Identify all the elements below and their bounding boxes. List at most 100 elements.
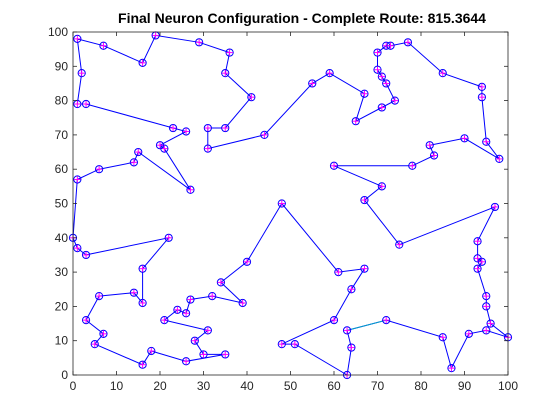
route-point xyxy=(81,250,91,260)
route-point xyxy=(95,165,104,174)
y-tick-label: 20 xyxy=(55,299,69,313)
x-tick-label: 70 xyxy=(371,379,385,393)
route-point xyxy=(360,264,369,273)
route-point xyxy=(164,233,173,242)
route-point xyxy=(477,257,486,266)
route-point xyxy=(182,309,191,318)
route-point xyxy=(334,268,343,277)
x-tick-label: 20 xyxy=(153,379,167,393)
route-point xyxy=(464,329,473,338)
route-point xyxy=(447,364,456,373)
route-point xyxy=(377,72,386,81)
route-point xyxy=(73,99,82,109)
route-point xyxy=(390,96,399,105)
route-point xyxy=(186,185,195,194)
x-tick-label: 60 xyxy=(327,379,341,393)
y-tick-label: 30 xyxy=(55,265,69,279)
route-point xyxy=(473,237,482,246)
route-point xyxy=(325,69,334,78)
route-point xyxy=(182,127,191,136)
route-point xyxy=(186,295,195,304)
route-point xyxy=(373,48,382,57)
route-point xyxy=(99,41,108,50)
x-tick-label: 50 xyxy=(284,379,298,393)
route-point xyxy=(73,34,82,43)
route-point xyxy=(342,326,352,335)
y-tick-label: 80 xyxy=(55,94,69,108)
route-point xyxy=(425,141,434,150)
route-point xyxy=(225,48,234,57)
x-tick-label: 30 xyxy=(197,379,211,393)
route-point xyxy=(382,79,391,88)
route-point xyxy=(477,82,486,91)
route-point xyxy=(73,243,82,253)
route-point xyxy=(329,161,339,170)
route-point xyxy=(429,151,439,160)
route-point xyxy=(347,285,356,294)
route-point xyxy=(482,326,491,335)
route-point xyxy=(95,292,104,301)
axes-box xyxy=(72,31,509,376)
route-point xyxy=(482,302,491,311)
route-point xyxy=(138,298,147,308)
route-point xyxy=(138,360,147,369)
route-point xyxy=(238,298,247,308)
route-point xyxy=(138,264,147,273)
route-point xyxy=(138,58,147,67)
route-point xyxy=(408,161,417,170)
route-point xyxy=(134,147,143,157)
x-tick-label: 40 xyxy=(240,379,254,393)
y-tick-label: 100 xyxy=(48,25,68,39)
route-line xyxy=(72,34,509,376)
y-tick-label: 60 xyxy=(55,162,69,176)
route-point xyxy=(386,41,395,50)
route-point xyxy=(168,123,178,133)
x-tick-label: 90 xyxy=(458,379,472,393)
route-point xyxy=(290,340,299,349)
route-point xyxy=(81,316,91,325)
route-point xyxy=(382,316,391,325)
route-point xyxy=(395,240,404,249)
route-point xyxy=(203,144,212,153)
route-point xyxy=(81,99,91,109)
route-point xyxy=(99,329,108,338)
route-point xyxy=(377,182,386,191)
route-point xyxy=(77,69,86,78)
route-point xyxy=(73,175,82,184)
route-point xyxy=(482,137,491,146)
route-point xyxy=(482,292,491,301)
route-point xyxy=(347,343,356,352)
closing-segment xyxy=(346,319,387,331)
route-point xyxy=(438,333,447,342)
route-point xyxy=(490,202,500,212)
route-point xyxy=(277,199,286,208)
route-point xyxy=(221,123,230,133)
route-point xyxy=(221,69,230,78)
route-point xyxy=(477,93,486,102)
y-tick-label: 90 xyxy=(55,59,69,73)
marker-layer xyxy=(68,31,513,380)
route-point xyxy=(247,93,256,102)
route-point xyxy=(155,141,165,150)
y-tick-label: 0 xyxy=(61,368,68,382)
route-point xyxy=(486,319,495,328)
route-point xyxy=(242,257,252,266)
route-point xyxy=(151,31,160,40)
route-point xyxy=(129,158,138,167)
route-point xyxy=(203,123,212,133)
route-point xyxy=(403,38,413,47)
route-point xyxy=(160,316,169,325)
route-point xyxy=(260,130,269,139)
route-point xyxy=(129,288,138,297)
route-point xyxy=(460,134,469,143)
route-point xyxy=(360,195,369,205)
route-point xyxy=(495,154,504,164)
route-point xyxy=(182,357,191,366)
y-tick-label: 10 xyxy=(55,334,69,348)
route-point xyxy=(90,340,99,349)
route-point xyxy=(473,264,482,273)
x-tick-label: 80 xyxy=(414,379,428,393)
route-point xyxy=(208,292,217,301)
